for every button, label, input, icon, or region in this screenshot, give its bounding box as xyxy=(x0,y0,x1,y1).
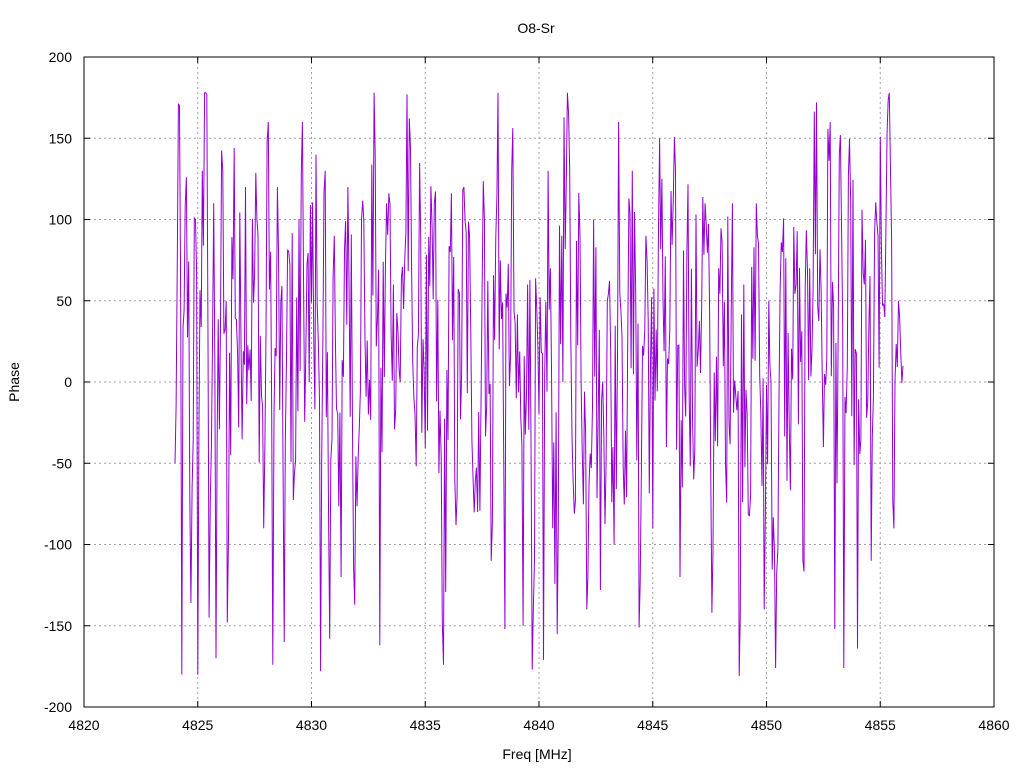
phase-series-line xyxy=(174,92,904,677)
chart-title: O8-Sr xyxy=(517,20,555,36)
x-tick-label: 4845 xyxy=(637,717,668,733)
y-tick-label: 200 xyxy=(49,49,73,65)
y-tick-label: 150 xyxy=(49,130,73,146)
series-group xyxy=(174,92,904,677)
y-tick-label: 50 xyxy=(56,293,72,309)
y-tick-label: -50 xyxy=(52,455,72,471)
y-axis-label: Phase xyxy=(6,362,22,402)
x-tick-label: 4820 xyxy=(68,717,99,733)
y-tick-label: 100 xyxy=(49,212,73,228)
y-axis-ticks: -200 -150 -100 -50 0 50 100 150 200 xyxy=(44,49,994,715)
y-tick-label: -200 xyxy=(44,699,72,715)
x-axis-ticks: 4820 4825 4830 4835 4840 4845 4850 4855 4860 xyxy=(68,57,1010,733)
x-axis-label: Freq [MHz] xyxy=(502,746,571,762)
y-tick-label: -150 xyxy=(44,618,72,634)
x-tick-label: 4830 xyxy=(296,717,327,733)
y-tick-label: 0 xyxy=(64,374,72,390)
y-tick-label: -100 xyxy=(44,537,72,553)
x-tick-label: 4835 xyxy=(410,717,441,733)
x-tick-label: 4825 xyxy=(182,717,213,733)
x-tick-label: 4855 xyxy=(865,717,896,733)
x-tick-label: 4850 xyxy=(751,717,782,733)
x-tick-label: 4840 xyxy=(523,717,554,733)
x-tick-label: 4860 xyxy=(978,717,1009,733)
